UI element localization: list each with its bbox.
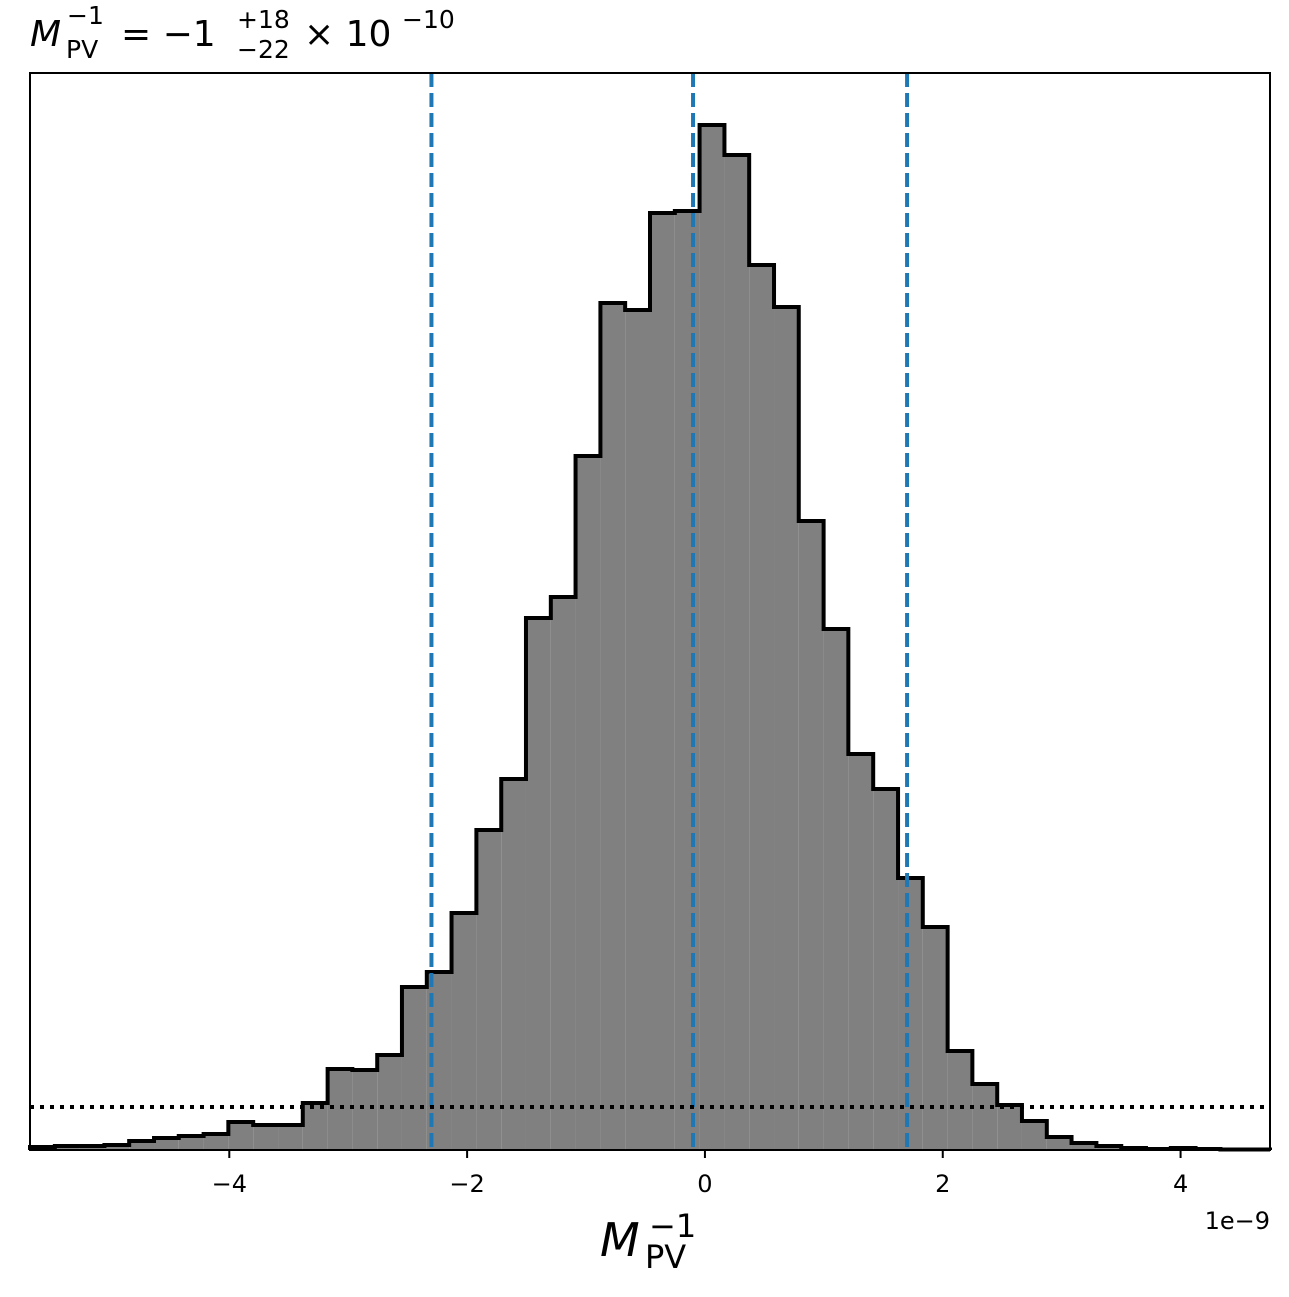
x-tick-label: 2: [935, 1170, 950, 1198]
offset-label: 1e−9: [1205, 1207, 1270, 1235]
plot-frame: [29, 72, 1271, 1151]
bar: [278, 1125, 303, 1150]
bar: [823, 629, 849, 1150]
bar: [203, 1134, 229, 1150]
bar: [947, 1051, 973, 1150]
bar: [873, 789, 899, 1150]
x-tick-label: −2: [449, 1170, 484, 1198]
bar: [228, 1122, 254, 1150]
bar: [674, 211, 700, 1150]
title-upper: +18: [237, 5, 290, 34]
xlabel-symbol: M: [600, 1213, 640, 1267]
bar: [104, 1145, 130, 1150]
title-lower: −22: [237, 35, 290, 64]
bar: [178, 1136, 204, 1150]
title-symbol: M: [30, 14, 61, 55]
x-tick-label: 4: [1173, 1170, 1188, 1198]
bar: [154, 1138, 179, 1150]
bar: [749, 265, 775, 1150]
bar: [401, 987, 427, 1150]
bar: [699, 125, 725, 1150]
xlabel-sub: PV: [645, 1238, 686, 1276]
bar: [327, 1069, 353, 1150]
title-value: = −1: [121, 14, 216, 55]
bar: [898, 878, 923, 1150]
title-scale: × 10: [304, 14, 391, 55]
bar: [625, 310, 650, 1150]
bar: [972, 1084, 998, 1150]
bar: [129, 1141, 155, 1150]
bar: [1046, 1137, 1072, 1150]
histogram-outline: [28, 123, 1272, 1152]
x-tick-label: 0: [697, 1170, 712, 1198]
bar: [650, 213, 675, 1150]
x-tick-label: −4: [212, 1170, 247, 1198]
bar: [525, 618, 551, 1150]
x-axis-label: M −1 PV: [600, 1207, 696, 1276]
bar: [997, 1105, 1022, 1150]
bar: [352, 1070, 378, 1150]
bar: [302, 1103, 328, 1150]
bar: [501, 779, 526, 1150]
title-symbol-sub: PV: [66, 35, 98, 64]
bar: [1021, 1121, 1047, 1150]
xlabel-sup: −1: [649, 1207, 696, 1245]
bar: [1071, 1143, 1097, 1150]
bar: [922, 927, 948, 1150]
bar: [848, 754, 874, 1150]
bar: [575, 456, 601, 1150]
title-symbol-sup: −1: [67, 1, 104, 30]
bar: [451, 913, 477, 1150]
bar: [253, 1125, 279, 1150]
bar: [377, 1055, 402, 1150]
title-scale-exp: −10: [402, 5, 455, 34]
bar: [550, 597, 576, 1150]
bar: [724, 155, 750, 1150]
bar: [798, 521, 824, 1150]
bar: [600, 303, 626, 1150]
chart-title: M −1 PV = −1 +18 −22 × 10 −10: [30, 1, 455, 64]
bar: [774, 307, 799, 1150]
bar: [476, 830, 502, 1150]
